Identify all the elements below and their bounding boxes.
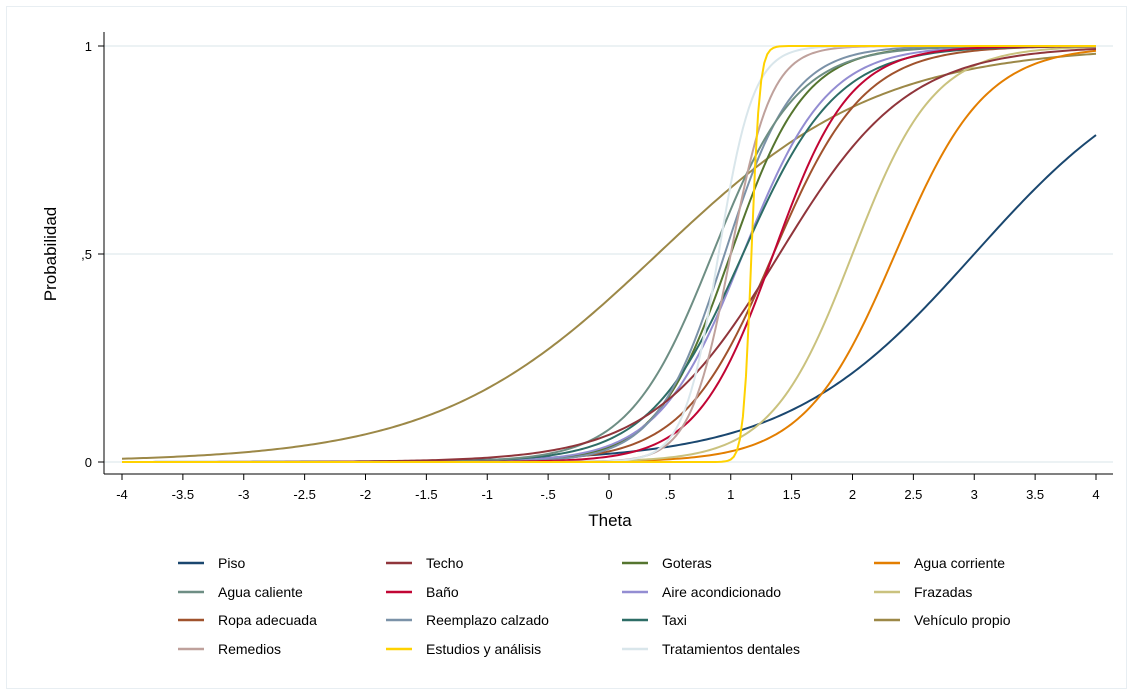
legend-label: Agua caliente xyxy=(218,584,303,600)
chart-frame xyxy=(6,6,1127,689)
series-line-14 xyxy=(122,45,1096,463)
x-tick-label: 4 xyxy=(1092,487,1099,502)
x-tick-label: -2 xyxy=(360,487,372,502)
series-lines xyxy=(121,45,1097,463)
x-tick-label: 2 xyxy=(849,487,856,502)
legend-label: Agua corriente xyxy=(914,555,1005,571)
x-tick-label: .5 xyxy=(664,487,675,502)
y-axis-title: Probabilidad xyxy=(41,207,60,302)
y-tick-label: 1 xyxy=(85,39,92,54)
legend-label: Baño xyxy=(426,584,459,600)
x-tick-label: 2.5 xyxy=(904,487,922,502)
series-line-12 xyxy=(121,52,1097,460)
legend-label: Goteras xyxy=(662,555,712,571)
x-tick-label: 3.5 xyxy=(1026,487,1044,502)
x-axis-title: Theta xyxy=(588,511,632,530)
legend-label: Ropa adecuada xyxy=(218,612,317,628)
series-line-2 xyxy=(121,47,1097,463)
y-tick-label: ,5 xyxy=(81,247,92,262)
x-tick-label: -.5 xyxy=(541,487,556,502)
legend-label: Remedios xyxy=(218,641,281,657)
x-tick-label: 1.5 xyxy=(783,487,801,502)
gridlines xyxy=(104,45,1113,463)
x-tick-label: -4 xyxy=(116,487,128,502)
legend-label: Vehículo propio xyxy=(914,612,1011,628)
x-tick-label: -1 xyxy=(481,487,493,502)
legend-label: Taxi xyxy=(662,612,687,628)
legend: Piso Techo Goteras Agua corriente Agua calie… xyxy=(178,555,1011,657)
legend-label: Techo xyxy=(426,555,464,571)
x-tick-label: 3 xyxy=(971,487,978,502)
legend-label: Aire acondicionado xyxy=(662,584,781,600)
y-ticks: 0,51 xyxy=(81,39,104,470)
y-tick-label: 0 xyxy=(85,455,92,470)
legend-label: Tratamientos dentales xyxy=(662,641,800,657)
x-tick-label: 1 xyxy=(727,487,734,502)
series-line-4 xyxy=(122,49,1097,463)
axes xyxy=(103,32,1113,475)
legend-label: Frazadas xyxy=(914,584,972,600)
legend-label: Piso xyxy=(218,555,245,571)
x-tick-label: -2.5 xyxy=(293,487,315,502)
legend-label: Estudios y análisis xyxy=(426,641,541,657)
legend-label: Reemplazo calzado xyxy=(426,612,549,628)
x-tick-label: 0 xyxy=(605,487,612,502)
x-tick-label: -3 xyxy=(238,487,250,502)
x-tick-label: -3.5 xyxy=(172,487,194,502)
x-tick-label: -1.5 xyxy=(415,487,437,502)
x-ticks: -4 -3.5 -3 -2.5 -2 -1.5 -1 -.5 0 .5 1 1.5 2 2.5 3 3.5 4 xyxy=(116,474,1100,502)
